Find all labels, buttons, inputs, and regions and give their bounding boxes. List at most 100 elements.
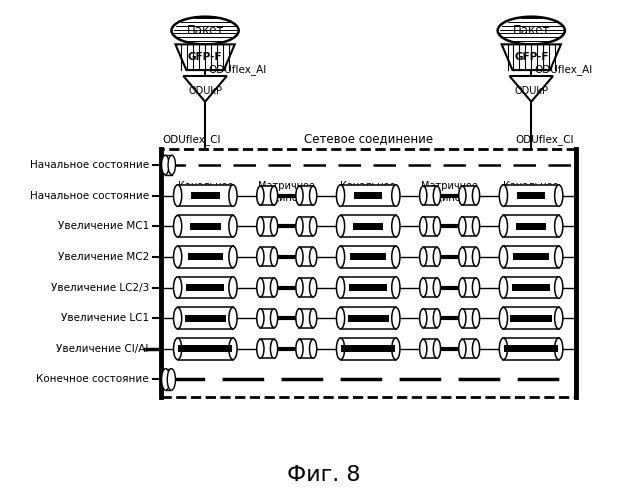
Ellipse shape [420, 278, 427, 297]
Bar [179, 346, 232, 352]
Text: Начальное состояние: Начальное состояние [29, 191, 148, 201]
Ellipse shape [172, 17, 239, 44]
Ellipse shape [271, 217, 278, 236]
Bar [504, 346, 558, 352]
Bar [186, 284, 225, 291]
Bar [260, 247, 274, 266]
Ellipse shape [555, 277, 563, 298]
Ellipse shape [173, 277, 182, 298]
Bar [423, 309, 437, 328]
Ellipse shape [173, 246, 182, 268]
Ellipse shape [433, 247, 440, 266]
Ellipse shape [337, 338, 344, 359]
Bar [340, 307, 396, 329]
Ellipse shape [392, 246, 400, 268]
Ellipse shape [296, 186, 303, 205]
Text: Увеличение LC2/3: Увеличение LC2/3 [51, 282, 148, 292]
Bar [423, 278, 437, 297]
Text: Матричное
соединение: Матричное соединение [256, 181, 317, 202]
Ellipse shape [337, 307, 344, 329]
Ellipse shape [173, 215, 182, 237]
Bar [188, 253, 223, 260]
Ellipse shape [499, 246, 508, 268]
Ellipse shape [310, 309, 317, 328]
Bar [260, 217, 274, 236]
Bar [340, 246, 396, 268]
Bar [350, 253, 386, 260]
Bar [178, 307, 233, 329]
Ellipse shape [310, 339, 317, 358]
Bar [516, 223, 547, 230]
Bar [423, 247, 437, 266]
Polygon shape [502, 44, 561, 70]
Bar [300, 186, 313, 205]
Ellipse shape [310, 247, 317, 266]
Bar [462, 217, 476, 236]
Bar [341, 346, 395, 352]
Text: Канальное
соединение: Канальное соединение [337, 181, 399, 202]
Ellipse shape [296, 278, 303, 297]
Text: Сетевое соединение: Сетевое соединение [303, 132, 433, 145]
Ellipse shape [173, 307, 182, 329]
Ellipse shape [498, 17, 565, 44]
Ellipse shape [459, 217, 466, 236]
Bar [504, 307, 559, 329]
Bar [300, 278, 313, 297]
Text: Увеличение LC1: Увеличение LC1 [61, 313, 148, 323]
Text: Начальное состояние: Начальное состояние [29, 160, 148, 170]
Bar [353, 223, 383, 230]
Polygon shape [509, 76, 553, 102]
Text: Пакет: Пакет [513, 24, 550, 37]
Bar [511, 315, 552, 321]
Text: ODUflex_AI: ODUflex_AI [534, 64, 593, 75]
Text: GFP-F: GFP-F [514, 52, 548, 62]
Bar [300, 247, 313, 266]
Polygon shape [175, 44, 235, 70]
Bar [260, 339, 274, 358]
Ellipse shape [229, 307, 237, 329]
Ellipse shape [310, 217, 317, 236]
Ellipse shape [392, 185, 400, 207]
Bar [512, 284, 550, 291]
Bar [165, 155, 172, 175]
Text: Увеличение МС2: Увеличение МС2 [58, 252, 148, 262]
Ellipse shape [310, 186, 317, 205]
Bar [178, 277, 233, 298]
Ellipse shape [472, 217, 479, 236]
Ellipse shape [499, 277, 508, 298]
Ellipse shape [337, 277, 344, 298]
Ellipse shape [229, 277, 237, 298]
Bar [300, 217, 313, 236]
Ellipse shape [433, 278, 440, 297]
Text: Пакет: Пакет [186, 24, 224, 37]
Ellipse shape [472, 186, 479, 205]
Ellipse shape [555, 338, 563, 359]
Bar [462, 186, 476, 205]
Ellipse shape [555, 307, 563, 329]
Ellipse shape [162, 369, 170, 390]
Text: ODUkP: ODUkP [515, 86, 548, 96]
Ellipse shape [472, 309, 479, 328]
Bar [423, 339, 437, 358]
Bar [178, 215, 233, 237]
Text: ODUflex_CI: ODUflex_CI [515, 134, 574, 145]
Ellipse shape [420, 247, 427, 266]
Ellipse shape [257, 217, 264, 236]
Bar [178, 246, 233, 268]
Ellipse shape [459, 278, 466, 297]
Bar [354, 192, 383, 199]
Ellipse shape [271, 247, 278, 266]
Bar [516, 192, 545, 199]
Text: ODUkP: ODUkP [188, 86, 222, 96]
Ellipse shape [229, 185, 237, 207]
Bar [462, 339, 476, 358]
Text: ODUflex_CI: ODUflex_CI [163, 134, 221, 145]
Ellipse shape [392, 338, 400, 359]
Text: Фиг. 8: Фиг. 8 [287, 465, 360, 485]
Ellipse shape [257, 278, 264, 297]
Ellipse shape [271, 309, 278, 328]
Bar [185, 315, 226, 321]
Ellipse shape [420, 186, 427, 205]
Ellipse shape [229, 338, 237, 359]
Bar [349, 284, 387, 291]
